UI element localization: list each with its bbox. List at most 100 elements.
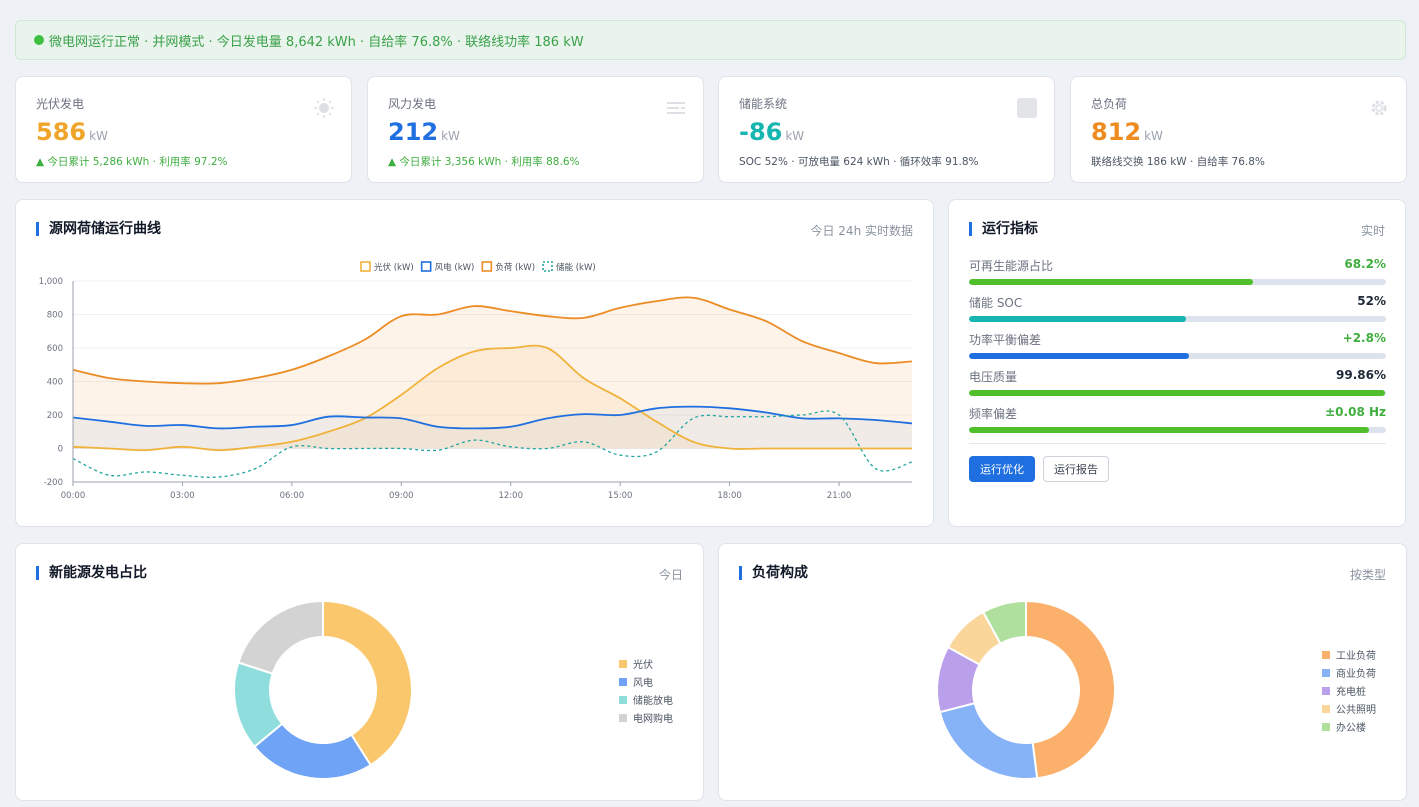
- series-line: [72, 405, 913, 430]
- metric-row: 可再生能源占比 68.2%: [969, 257, 1386, 285]
- series-line: [72, 296, 913, 385]
- legend-item: 储能放电: [619, 692, 673, 707]
- kpi-sub: 联络线交换 186 kW · 自给率 76.8%: [1091, 156, 1265, 168]
- legend-label: 负荷 (kW): [495, 262, 535, 273]
- metric-value: 52%: [1357, 294, 1386, 308]
- kpi-sub: ▲ 今日累计 5,286 kWh · 利用率 97.2%: [36, 156, 228, 168]
- y-tick-label: 800: [47, 311, 63, 321]
- metric-label: 可再生能源占比: [969, 259, 1054, 273]
- metrics-card: 运行指标 实时 可再生能源占比 68.2% 储能 SOC 52% 功率平衡偏差 +2.8%…: [948, 199, 1406, 527]
- gen-share-donut-chart: [233, 599, 413, 780]
- kpi-value: 212: [388, 118, 439, 146]
- legend-item: 电网购电: [619, 710, 673, 725]
- metric-label: 频率偏差: [969, 407, 1018, 421]
- legend-item: 充电桩: [1322, 683, 1366, 698]
- legend-swatch: [619, 677, 627, 686]
- legend-label: 电网购电: [633, 714, 673, 725]
- metric-label: 电压质量: [969, 370, 1018, 384]
- gen-share-subtitle: 今日: [658, 568, 683, 582]
- battery-icon: [1016, 97, 1038, 119]
- y-tick-label: 400: [47, 378, 63, 388]
- trend-card: 源网荷储运行曲线 今日 24h 实时数据 光伏 (kW) 风电 (kW) 负荷 (k…: [15, 199, 934, 527]
- legend-item: 办公楼: [1322, 719, 1366, 734]
- divider: [969, 443, 1386, 444]
- legend-swatch: [619, 713, 627, 722]
- metrics-subtitle: 实时: [1360, 224, 1385, 238]
- legend-swatch: [360, 261, 371, 272]
- y-tick-label: 0: [58, 445, 63, 455]
- y-tick-label: -200: [44, 478, 63, 488]
- kpi-label: 总负荷: [1091, 97, 1128, 111]
- legend-item: 光伏: [619, 656, 653, 671]
- legend-swatch: [1322, 704, 1330, 713]
- trend-title: 源网荷储运行曲线: [36, 222, 161, 236]
- metric-value: ±0.08 Hz: [1325, 405, 1386, 419]
- legend-swatch: [420, 261, 432, 272]
- series-area: [73, 297, 912, 449]
- legend-label: 风电 (kW): [435, 262, 475, 273]
- x-tick-label: 12:00: [498, 491, 523, 501]
- gen-share-title: 新能源发电占比: [36, 566, 147, 580]
- metric-label: 功率平衡偏差: [969, 333, 1042, 347]
- y-tick-label: 200: [47, 411, 63, 421]
- kpi-unit: kW: [89, 129, 108, 143]
- kpi-card-pv: 光伏发电 586 kW ▲ 今日累计 5,286 kWh · 利用率 97.2%: [15, 76, 352, 183]
- x-tick-label: 03:00: [170, 491, 195, 501]
- x-tick-label: 15:00: [608, 491, 633, 501]
- x-tick-label: 06:00: [280, 491, 305, 501]
- metrics-title: 运行指标: [969, 222, 1038, 236]
- legend-swatch: [1322, 650, 1330, 659]
- legend-swatch: [619, 695, 627, 704]
- trend-subtitle: 今日 24h 实时数据: [810, 224, 913, 238]
- donut-slice: [938, 701, 1039, 780]
- legend-label: 公共照明: [1336, 705, 1376, 716]
- kpi-unit: kW: [1144, 129, 1163, 143]
- legend-swatch: [619, 659, 627, 668]
- kpi-sub: SOC 52% · 可放电量 624 kWh · 循环效率 91.8%: [739, 156, 979, 168]
- metric-progress-track: [969, 353, 1386, 359]
- kpi-value: 812: [1091, 118, 1142, 146]
- legend-label: 风电: [633, 678, 653, 689]
- donut-slice: [1025, 599, 1116, 780]
- legend-swatch: [1322, 722, 1330, 731]
- legend-label: 充电桩: [1336, 687, 1366, 698]
- metric-row: 频率偏差 ±0.08 Hz: [969, 405, 1386, 433]
- series-area: [73, 345, 912, 451]
- legend-label: 商业负荷: [1336, 669, 1376, 680]
- donut-slice: [981, 599, 1027, 645]
- legend-swatch: [481, 261, 493, 272]
- y-tick-label: 1,000: [39, 277, 63, 287]
- optimize-button[interactable]: 运行优化: [969, 456, 1035, 482]
- metric-value: 99.86%: [1336, 368, 1386, 382]
- kpi-card-load: 总负荷 812 kW 联络线交换 186 kW · 自给率 76.8%: [1070, 76, 1407, 183]
- legend-swatch: [1322, 686, 1330, 695]
- legend-label: 办公楼: [1336, 723, 1366, 734]
- kpi-value: 586: [36, 118, 87, 146]
- legend-label: 光伏: [633, 660, 653, 671]
- trend-chart: 光伏 (kW) 风电 (kW) 负荷 (kW) 储能 (kW) 1,000 800 600…: [39, 261, 913, 501]
- metric-label: 储能 SOC: [969, 296, 1023, 310]
- load-mix-card: 负荷构成 按类型 工业负荷 商业负荷 充电桩 公共照明 办公楼: [718, 543, 1407, 801]
- kpi-sub: ▲ 今日累计 3,356 kWh · 利用率 88.6%: [388, 156, 580, 168]
- metric-progress-track: [969, 316, 1386, 322]
- load-mix-subtitle: 按类型: [1349, 568, 1386, 582]
- sun-icon: [313, 97, 335, 119]
- legend-label: 光伏 (kW): [374, 262, 414, 273]
- metric-row: 功率平衡偏差 +2.8%: [969, 331, 1386, 359]
- metric-progress-track: [969, 390, 1386, 396]
- donut-slice: [322, 599, 413, 767]
- x-tick-label: 18:00: [717, 491, 742, 501]
- series-area: [73, 406, 912, 449]
- report-button[interactable]: 运行报告: [1043, 456, 1109, 482]
- x-tick-label: 09:00: [389, 491, 414, 501]
- kpi-card-storage: 储能系统 -86 kW SOC 52% · 可放电量 624 kWh · 循环效率…: [718, 76, 1055, 183]
- legend-item: 商业负荷: [1322, 665, 1376, 680]
- x-tick-label: 00:00: [61, 491, 86, 501]
- load-mix-donut-chart: [936, 599, 1116, 780]
- x-tick-label: 21:00: [827, 491, 852, 501]
- metric-progress-fill: [969, 353, 1190, 359]
- kpi-value: -86: [739, 118, 783, 146]
- legend-label: 储能 (kW): [556, 262, 596, 273]
- kpi-unit: kW: [441, 129, 460, 143]
- legend-item: 工业负荷: [1322, 647, 1376, 662]
